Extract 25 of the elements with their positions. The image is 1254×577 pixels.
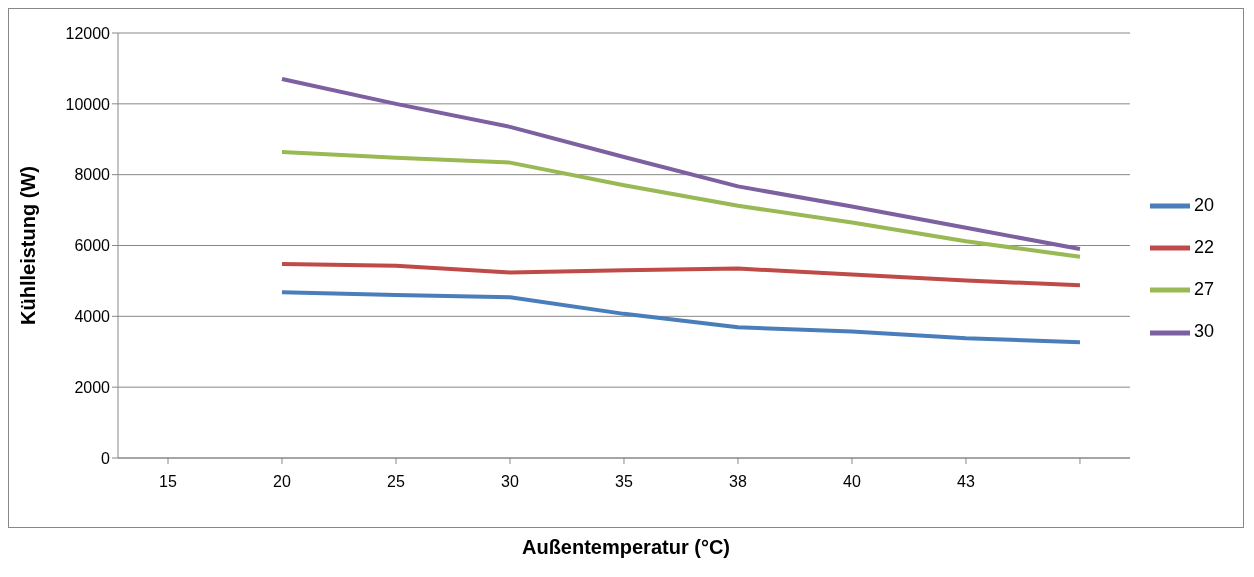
x-tick-label: 30 [501, 473, 519, 491]
x-axis-title: Außentemperatur (°C) [521, 536, 731, 559]
line-series [280, 77, 1082, 252]
legend-label: 30 [1193, 321, 1214, 342]
x-tick-label: 38 [729, 473, 747, 491]
x-tick-label: 35 [615, 473, 633, 491]
y-tick-label: 6000 [74, 237, 111, 255]
x-tick-label: 15 [159, 473, 177, 491]
y-tick-label: 10000 [65, 95, 111, 113]
legend-label: 20 [1193, 194, 1214, 215]
x-tick-label: 25 [387, 473, 405, 491]
x-tick-label: 20 [273, 473, 291, 491]
y-tick-label: 2000 [74, 378, 111, 396]
legend-label: 27 [1193, 279, 1214, 299]
y-axis-title: Kühlleistung (W) [17, 166, 40, 325]
line-series [280, 261, 1082, 288]
y-tick-label: 12000 [65, 24, 111, 42]
y-tick-label: 8000 [74, 166, 111, 184]
y-tick-label: 4000 [74, 308, 111, 326]
y-tick-label: 0 [101, 449, 111, 467]
line-series [280, 290, 1082, 345]
line-series [280, 150, 1082, 259]
x-tick-label: 40 [843, 473, 861, 491]
x-tick-label: 43 [957, 473, 975, 491]
legend-label: 22 [1193, 236, 1214, 257]
